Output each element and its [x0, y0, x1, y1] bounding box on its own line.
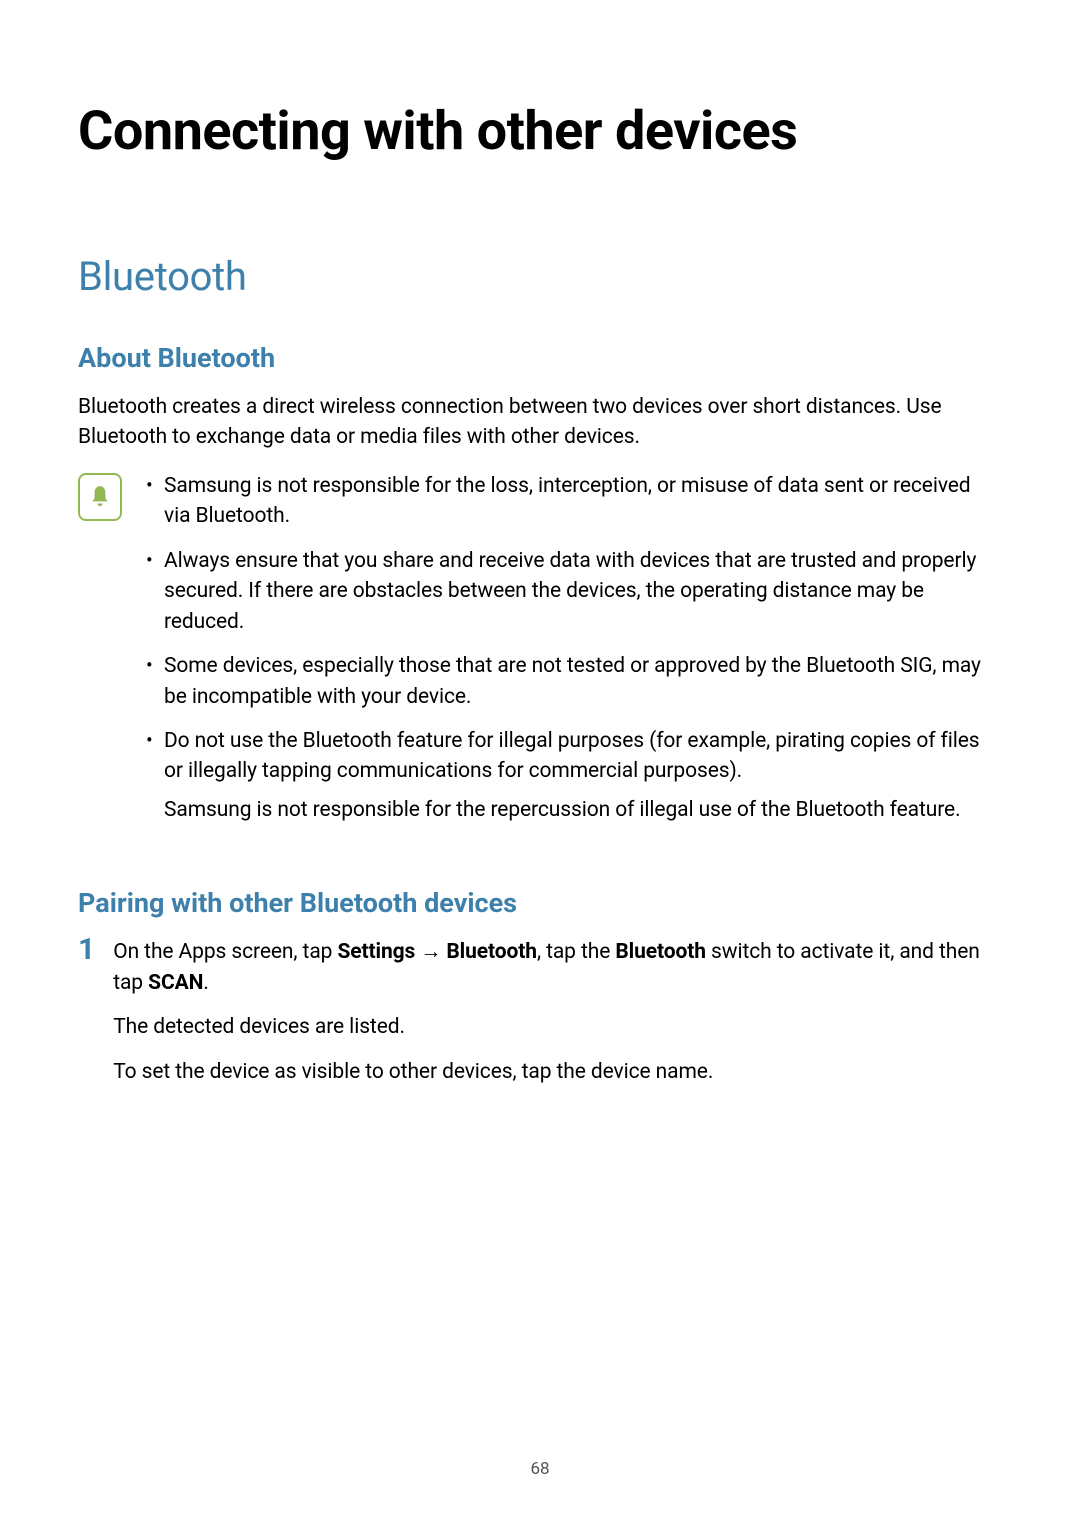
note-bullet-1: Samsung is not responsible for the loss,… — [142, 471, 1002, 532]
step-pre-text: On the Apps screen, tap — [113, 940, 337, 964]
arrow-icon: → — [415, 940, 446, 964]
step-line-3: To set the device as visible to other de… — [113, 1057, 1002, 1087]
pairing-heading: Pairing with other Bluetooth devices — [78, 887, 1002, 919]
bluetooth-label: Bluetooth — [446, 940, 537, 964]
step-mid-text: , tap the — [537, 940, 615, 964]
note-bullet-2: Always ensure that you share and receive… — [142, 546, 1002, 637]
step-number: 1 — [78, 935, 95, 1101]
note-block: Samsung is not responsible for the loss,… — [78, 471, 1002, 839]
about-heading: About Bluetooth — [78, 342, 1002, 374]
bell-notice-icon — [78, 473, 122, 521]
scan-label: SCAN — [148, 971, 203, 995]
step-line-1: On the Apps screen, tap Settings → Bluet… — [113, 937, 1002, 998]
note-bullet-4-main: Do not use the Bluetooth feature for ill… — [164, 729, 980, 783]
step-body: On the Apps screen, tap Settings → Bluet… — [113, 937, 1002, 1101]
step-end-text: . — [203, 971, 208, 995]
settings-label: Settings — [337, 940, 415, 964]
bluetooth-label-2: Bluetooth — [615, 940, 706, 964]
section-title: Bluetooth — [78, 253, 1002, 300]
document-page: Connecting with other devices Bluetooth … — [0, 0, 1080, 1101]
chapter-title: Connecting with other devices — [78, 100, 1002, 163]
bell-icon-svg — [87, 484, 113, 510]
note-bullet-4-sub: Samsung is not responsible for the reper… — [164, 795, 1002, 825]
note-bullet-list: Samsung is not responsible for the loss,… — [142, 471, 1002, 839]
note-bullet-3: Some devices, especially those that are … — [142, 651, 1002, 712]
note-bullet-4: Do not use the Bluetooth feature for ill… — [142, 726, 1002, 825]
page-number: 68 — [0, 1459, 1080, 1479]
about-intro-text: Bluetooth creates a direct wireless conn… — [78, 392, 1002, 453]
step-line-2: The detected devices are listed. — [113, 1012, 1002, 1042]
step-1: 1 On the Apps screen, tap Settings → Blu… — [78, 937, 1002, 1101]
